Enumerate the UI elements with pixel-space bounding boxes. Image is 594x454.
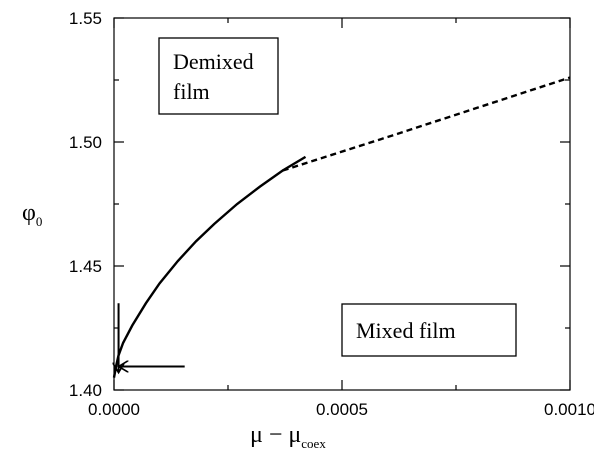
y-axis-label: φ0 <box>22 200 42 229</box>
y-axis-label-main: φ <box>22 200 36 226</box>
annotation-text: Mixed film <box>356 318 456 343</box>
y-tick-label: 1.40 <box>69 381 102 400</box>
annotation-box <box>341 303 517 357</box>
y-tick-label: 1.55 <box>69 9 102 28</box>
y-axis-label-sub: 0 <box>36 214 43 229</box>
annotation-text: Demixed <box>173 49 254 74</box>
annotations: Demixed film Mixed film <box>158 37 517 357</box>
series-dashed-line <box>282 76 571 172</box>
tick-labels: 0.0000 0.0005 0.0010 1.40 1.45 1.50 1.55 <box>69 9 594 419</box>
annotation-text: film <box>173 79 210 104</box>
x-tick-label: 0.0000 <box>88 400 140 419</box>
annotation-box <box>158 37 279 115</box>
ticks <box>113 17 571 391</box>
x-tick-label: 0.0005 <box>316 400 368 419</box>
x-axis-label: μ − μcoex <box>250 422 326 451</box>
y-tick-label: 1.45 <box>69 257 102 276</box>
series-solid-line <box>112 155 307 378</box>
arrows <box>119 303 185 372</box>
y-tick-label: 1.50 <box>69 133 102 152</box>
x-axis-label-main: μ − μ <box>250 422 301 448</box>
x-axis-label-sub: coex <box>301 436 326 451</box>
x-tick-label: 0.0010 <box>544 400 594 419</box>
